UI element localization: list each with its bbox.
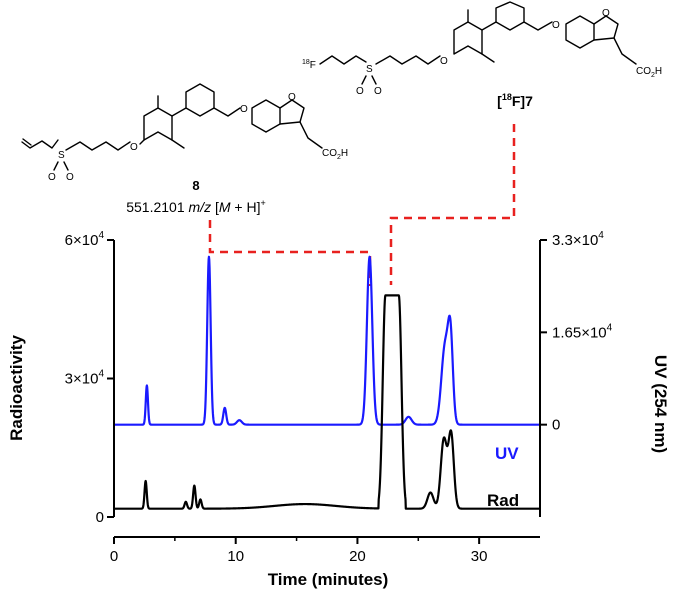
furan-oxygen-label: O [602, 8, 610, 19]
dihydrofuran-ring [279, 99, 305, 125]
x-axis-title: Time (minutes) [268, 570, 389, 589]
so-bond-1 [361, 75, 367, 85]
phenyl-ring [495, 1, 525, 31]
propyl-chain-bond [65, 141, 131, 151]
benzofuran-ring [251, 99, 281, 133]
legend-label-uv: UV [495, 444, 519, 463]
series-line-rad [113, 294, 541, 510]
annotation-connector-18f-7 [389, 124, 516, 285]
propyl-chain-bond [375, 55, 441, 65]
y-left-tick-label: 6×104 [65, 230, 105, 249]
compound-8-label: 8 [192, 178, 199, 193]
carboxylic-acid-label: CO2H [636, 66, 662, 79]
oxygen-atom-label: O [374, 86, 382, 97]
phenyl-ring [185, 83, 215, 117]
chromatogram-chart: 0 10 20 30 0 3×104 6×104 0 1.65×104 3.3×104 Time … [7, 230, 670, 589]
annotation-connectors [208, 124, 516, 286]
fluorine-atom-label: 18F [302, 59, 316, 71]
sulfur-atom-label: S [58, 150, 65, 161]
x-tick-label: 30 [471, 548, 488, 565]
ether-oxygen-label: O [130, 142, 138, 153]
fluoropropyl-chain-bond [319, 55, 367, 65]
ether-oxygen-label: O [240, 104, 248, 115]
y-left-tick-label: 3×104 [65, 369, 105, 388]
y-right-tick-label: 3.3×104 [552, 230, 604, 249]
so-bond-2 [371, 75, 377, 85]
so-bond-1 [53, 161, 59, 171]
allyl-double-bond [22, 138, 32, 146]
series-line-uv [113, 255, 541, 426]
ether-oxygen-label: O [552, 20, 560, 31]
ch2-o-bond [523, 21, 553, 31]
x-tick-label: 0 [110, 548, 118, 565]
biaryl-bond [481, 21, 497, 31]
y-right-tick-label: 1.65×104 [552, 322, 613, 341]
dimethyl-ring [143, 107, 173, 141]
ether-oxygen-label: O [440, 56, 448, 67]
acetic-acid-bond [613, 37, 637, 65]
biaryl-bond [171, 107, 187, 117]
legend-label-rad: Rad [487, 491, 519, 510]
oxygen-atom-label: O [66, 172, 74, 183]
oxygen-atom-label: O [356, 86, 364, 97]
sulfur-atom-label: S [366, 64, 373, 75]
compound-8-mass: 551.2101 m/z [M + H]+ [126, 198, 266, 215]
methyl-bond [171, 139, 185, 149]
y-axis-left-title: Radioactivity [7, 335, 26, 441]
methyl-bond [481, 53, 495, 63]
acetic-acid-bond [299, 121, 323, 149]
structure-8: S O O O O O CO2H 8 551.2101 m/z [M + H]+ [21, 83, 348, 215]
y-left-tick-label: 0 [96, 509, 104, 526]
compound-18f-7-label: [18F]7 [497, 92, 533, 109]
benzofuran-ring [565, 15, 595, 49]
y-right-tick-label: 0 [552, 417, 560, 434]
dihydrofuran-ring [593, 15, 619, 41]
structure-18f-7: 18F S O O O O O CO2H [18F]7 [302, 1, 662, 109]
ticks-layer: 0 10 20 30 0 3×104 6×104 0 1.65×104 3.3×104 [65, 230, 613, 565]
so-bond-2 [63, 161, 69, 171]
allyl-chain-bond [21, 139, 59, 149]
annotation-connector-8 [208, 220, 372, 286]
ring-o-bond [139, 139, 145, 145]
x-tick-label: 20 [349, 548, 366, 565]
x-tick-label: 10 [227, 548, 244, 565]
ch2-o-bond [213, 107, 241, 117]
carboxylic-acid-label: CO2H [322, 148, 348, 161]
oxygen-atom-label: O [48, 172, 56, 183]
furan-oxygen-label: O [288, 92, 296, 103]
axes-layer [113, 240, 541, 538]
dimethyl-ring [453, 21, 483, 55]
y-axis-right-title: UV (254 nm) [651, 355, 670, 453]
series-layer [113, 255, 541, 510]
